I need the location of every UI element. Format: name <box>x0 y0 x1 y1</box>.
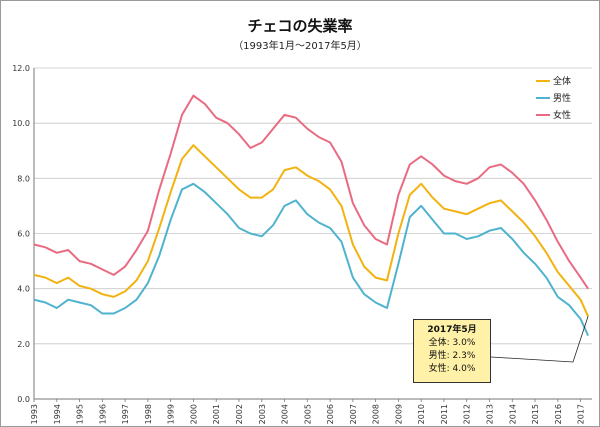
x-tick-label: 2009 <box>394 404 403 424</box>
x-tick-label: 1998 <box>144 404 153 424</box>
x-tick-label: 2014 <box>508 404 517 424</box>
gridlines <box>34 67 592 400</box>
legend-label-male: 男性 <box>553 92 571 104</box>
legend-label-total: 全体 <box>553 75 571 87</box>
chart-subtitle: （1993年1月～2017年5月） <box>233 39 367 52</box>
x-tick-label: 2001 <box>212 404 221 424</box>
y-axis-ticks: 0.0 2.0 4.0 6.0 8.0 10.0 12.0 <box>12 64 30 404</box>
x-tick-label: 2007 <box>349 404 358 424</box>
x-tick-label: 2011 <box>440 404 449 424</box>
annotation-leader-line <box>490 316 589 363</box>
x-tick-label: 2000 <box>189 404 198 424</box>
chart-title: チェコの失業率 <box>247 17 352 35</box>
x-tick-label: 2003 <box>258 404 267 424</box>
x-tick-label: 1997 <box>121 404 130 424</box>
x-tick-label: 2013 <box>486 404 495 424</box>
x-tick-label: 2004 <box>281 404 290 424</box>
x-tick-label: 1999 <box>167 404 176 424</box>
x-tick-label: 1995 <box>76 404 85 424</box>
x-tick-label: 2017 <box>577 404 586 424</box>
annotation-line-female: 女性: 4.0% <box>428 364 476 374</box>
x-tick-label: 1994 <box>53 404 62 424</box>
y-tick-label: 0.0 <box>17 395 30 404</box>
y-tick-label: 4.0 <box>17 285 30 294</box>
legend-label-female: 女性 <box>553 109 571 121</box>
x-tick-label: 2012 <box>463 404 472 424</box>
series-lines <box>33 94 590 337</box>
x-tick-label: 2008 <box>372 404 381 424</box>
x-tick-label: 2002 <box>235 404 244 424</box>
x-tick-label: 2005 <box>303 404 312 424</box>
x-tick-label: 2016 <box>554 404 563 424</box>
y-tick-label: 6.0 <box>17 230 30 239</box>
y-tick-label: 2.0 <box>17 340 30 349</box>
series-line-total <box>33 144 590 317</box>
y-tick-label: 8.0 <box>17 174 30 183</box>
series-line-male <box>33 182 590 337</box>
y-tick-label: 12.0 <box>12 64 30 73</box>
y-tick-label: 10.0 <box>12 119 30 128</box>
x-axis-ticks: 1993 1994 1995 1996 1997 1998 1999 2000 2001 2002… <box>30 399 586 424</box>
annotation-line-total: 全体: 3.0% <box>428 338 476 348</box>
x-tick-label: 2010 <box>417 404 426 424</box>
annotation-line-male: 男性: 2.3% <box>428 351 476 361</box>
x-tick-label: 1996 <box>98 404 107 424</box>
series-line-female <box>33 94 589 290</box>
annotation-box: 2017年5月 全体: 3.0% 男性: 2.3% 女性: 4.0% <box>413 319 491 383</box>
x-tick-label: 1993 <box>30 404 39 424</box>
x-tick-label: 2015 <box>531 404 540 424</box>
x-tick-label: 2006 <box>326 404 335 424</box>
annotation-title: 2017年5月 <box>427 325 477 335</box>
